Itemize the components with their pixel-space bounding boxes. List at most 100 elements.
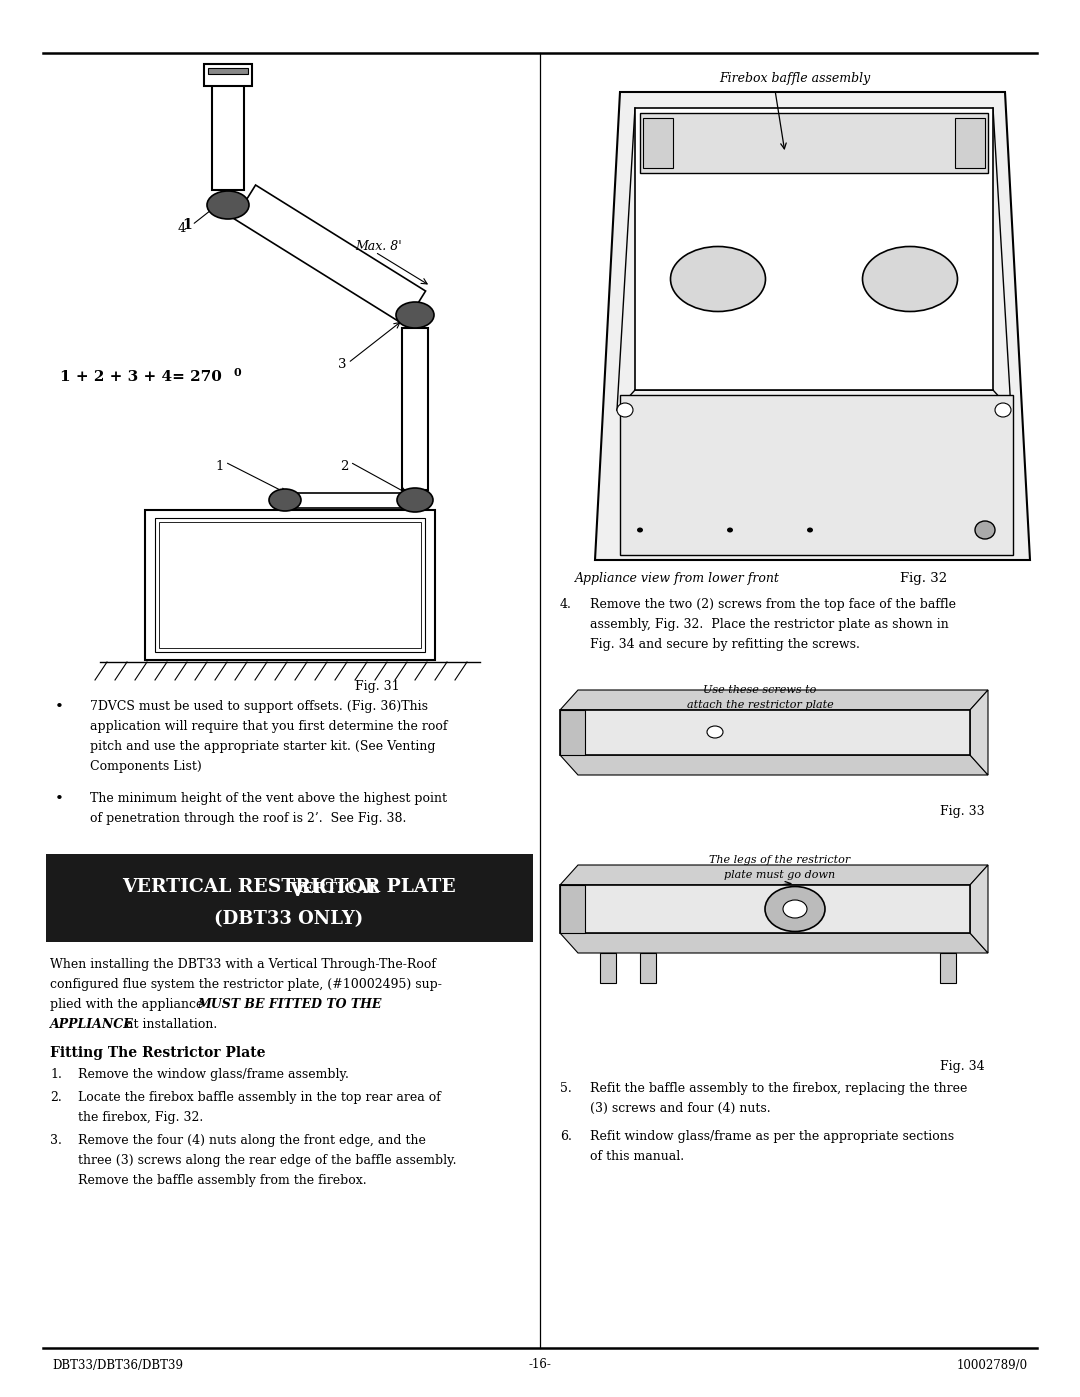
Text: MUST BE FITTED TO THE: MUST BE FITTED TO THE xyxy=(197,997,381,1011)
Text: •: • xyxy=(55,700,64,714)
Text: at installation.: at installation. xyxy=(122,1018,217,1031)
Text: three (3) screws along the rear edge of the baffle assembly.: three (3) screws along the rear edge of … xyxy=(78,1154,457,1166)
Text: Remove the two (2) screws from the top face of the baffle: Remove the two (2) screws from the top f… xyxy=(590,598,956,610)
Text: DBT33/DBT36/DBT39: DBT33/DBT36/DBT39 xyxy=(52,1358,183,1372)
Text: Fig. 32: Fig. 32 xyxy=(900,571,947,585)
Bar xyxy=(145,510,435,659)
Ellipse shape xyxy=(671,246,766,312)
Bar xyxy=(561,886,585,933)
Text: •: • xyxy=(55,792,64,806)
Polygon shape xyxy=(234,184,426,326)
Polygon shape xyxy=(561,690,988,710)
Bar xyxy=(640,113,988,173)
Text: Remove the baffle assembly from the firebox.: Remove the baffle assembly from the fire… xyxy=(78,1173,366,1187)
Text: The legs of the restrictor: The legs of the restrictor xyxy=(710,855,851,865)
Ellipse shape xyxy=(637,528,643,532)
Text: of penetration through the roof is 2’.  See Fig. 38.: of penetration through the roof is 2’. S… xyxy=(90,812,406,826)
Text: Components List): Components List) xyxy=(90,760,202,773)
Text: 2.: 2. xyxy=(50,1091,62,1104)
Text: APPLIANCE: APPLIANCE xyxy=(50,1018,134,1031)
Text: Max. 8': Max. 8' xyxy=(355,240,402,253)
Bar xyxy=(159,522,421,648)
Text: When installing the DBT33 with a Vertical Through-The-Roof: When installing the DBT33 with a Vertica… xyxy=(50,958,436,971)
Text: application will require that you first determine the roof: application will require that you first … xyxy=(90,719,447,733)
Polygon shape xyxy=(561,933,988,953)
Ellipse shape xyxy=(396,302,434,328)
Bar xyxy=(955,117,985,168)
Text: of this manual.: of this manual. xyxy=(590,1150,684,1162)
Bar xyxy=(643,117,673,168)
Text: 7DVCS must be used to support offsets. (Fig. 36)This: 7DVCS must be used to support offsets. (… xyxy=(90,700,428,712)
Ellipse shape xyxy=(617,402,633,416)
Text: 4: 4 xyxy=(178,222,187,235)
Ellipse shape xyxy=(783,900,807,918)
Text: 1: 1 xyxy=(183,218,192,232)
Polygon shape xyxy=(970,690,988,775)
Bar xyxy=(212,82,244,190)
Bar xyxy=(635,108,993,390)
Text: Locate the firebox baffle assembly in the top rear area of: Locate the firebox baffle assembly in th… xyxy=(78,1091,441,1104)
Bar xyxy=(46,854,534,942)
Polygon shape xyxy=(561,886,970,933)
Text: pitch and use the appropriate starter kit. (See Venting: pitch and use the appropriate starter ki… xyxy=(90,740,435,753)
Text: VERTICAL RESTRICTOR PLATE: VERTICAL RESTRICTOR PLATE xyxy=(122,877,456,895)
Ellipse shape xyxy=(995,402,1011,416)
Text: 0: 0 xyxy=(233,367,241,379)
Bar xyxy=(561,710,585,754)
Polygon shape xyxy=(561,754,988,775)
Text: Refit the baffle assembly to the firebox, replacing the three: Refit the baffle assembly to the firebox… xyxy=(590,1083,968,1095)
Bar xyxy=(620,395,1013,555)
Polygon shape xyxy=(595,92,1030,560)
Text: Fig. 34: Fig. 34 xyxy=(941,1060,985,1073)
Polygon shape xyxy=(561,710,970,754)
Text: assembly, Fig. 32.  Place the restrictor plate as shown in: assembly, Fig. 32. Place the restrictor … xyxy=(590,617,948,631)
Ellipse shape xyxy=(975,521,995,539)
Text: -16-: -16- xyxy=(528,1358,552,1372)
Text: V: V xyxy=(289,882,305,900)
Bar xyxy=(640,953,656,983)
Ellipse shape xyxy=(269,489,301,511)
Bar xyxy=(204,64,252,87)
Text: Fig. 34 and secure by refitting the screws.: Fig. 34 and secure by refitting the scre… xyxy=(590,638,860,651)
Text: 1: 1 xyxy=(215,460,224,474)
Text: 6.: 6. xyxy=(561,1130,572,1143)
Ellipse shape xyxy=(707,726,723,738)
Text: Remove the four (4) nuts along the front edge, and the: Remove the four (4) nuts along the front… xyxy=(78,1134,426,1147)
Bar xyxy=(402,328,428,490)
Ellipse shape xyxy=(765,887,825,932)
Text: 1 + 2 + 3 + 4= 270: 1 + 2 + 3 + 4= 270 xyxy=(60,370,221,384)
Text: the firebox, Fig. 32.: the firebox, Fig. 32. xyxy=(78,1111,203,1125)
Ellipse shape xyxy=(807,528,813,532)
Text: Firebox baffle assembly: Firebox baffle assembly xyxy=(719,73,870,85)
Text: Remove the window glass/frame assembly.: Remove the window glass/frame assembly. xyxy=(78,1067,349,1081)
Text: plied with the appliance: plied with the appliance xyxy=(50,997,207,1011)
Text: 4.: 4. xyxy=(561,598,572,610)
Ellipse shape xyxy=(397,488,433,511)
Text: (DBT33 ONLY): (DBT33 ONLY) xyxy=(214,909,364,928)
Text: ERTICAL: ERTICAL xyxy=(302,882,384,895)
Bar xyxy=(156,518,426,652)
Text: 3.: 3. xyxy=(50,1134,62,1147)
Text: 10002789/0: 10002789/0 xyxy=(957,1358,1028,1372)
Text: Refit window glass/frame as per the appropriate sections: Refit window glass/frame as per the appr… xyxy=(590,1130,954,1143)
Ellipse shape xyxy=(727,528,733,532)
Bar xyxy=(291,493,402,509)
Text: (3) screws and four (4) nuts.: (3) screws and four (4) nuts. xyxy=(590,1102,771,1115)
Text: configured flue system the restrictor plate, (#10002495) sup-: configured flue system the restrictor pl… xyxy=(50,978,442,990)
Text: 5.: 5. xyxy=(561,1083,571,1095)
Text: attach the restrictor plate: attach the restrictor plate xyxy=(687,700,834,710)
Bar xyxy=(940,953,956,983)
Polygon shape xyxy=(970,865,988,953)
Ellipse shape xyxy=(863,246,958,312)
Bar xyxy=(208,68,248,74)
Text: 3: 3 xyxy=(338,358,347,372)
Bar xyxy=(600,953,616,983)
Text: Fig. 33: Fig. 33 xyxy=(941,805,985,819)
Ellipse shape xyxy=(207,191,249,219)
Text: Appliance view from lower front: Appliance view from lower front xyxy=(575,571,780,585)
Text: The minimum height of the vent above the highest point: The minimum height of the vent above the… xyxy=(90,792,447,805)
Text: 2: 2 xyxy=(340,460,349,474)
Polygon shape xyxy=(561,865,988,886)
Text: Fitting The Restrictor Plate: Fitting The Restrictor Plate xyxy=(50,1046,266,1060)
Text: plate must go down: plate must go down xyxy=(725,870,836,880)
